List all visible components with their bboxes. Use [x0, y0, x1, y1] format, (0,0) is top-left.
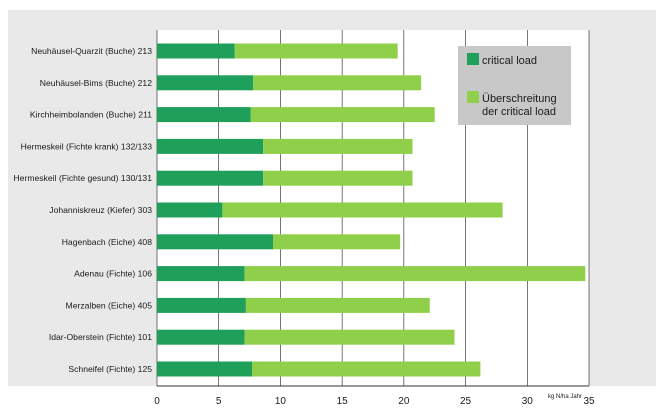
bar-ueberschreitung	[234, 43, 398, 59]
tick-labels: 0 5 10 15 20 25 30 35	[154, 396, 595, 407]
bar-critical-load	[157, 138, 264, 154]
x-tick-label: 20	[398, 396, 410, 407]
category-label: Hermeskeil (Fichte gesund) 130/131	[13, 173, 152, 183]
x-tick-label: 30	[522, 396, 534, 407]
bar-critical-load	[157, 266, 245, 282]
category-label: Adenau (Fichte) 106	[74, 269, 152, 279]
legend-label-ueberschreitung: Überschreitung der critical load	[482, 93, 560, 118]
x-axis-unit-label: kg N/ha Jahr	[548, 394, 582, 400]
x-tick-label: 35	[583, 396, 595, 407]
bar-critical-load	[157, 170, 264, 186]
bar-critical-load	[157, 361, 253, 377]
bar-critical-load	[157, 297, 246, 313]
bar-ueberschreitung	[273, 234, 401, 250]
bar-critical-load	[157, 75, 254, 91]
bar-ueberschreitung	[244, 266, 586, 282]
bar-ueberschreitung	[252, 361, 481, 377]
bar-critical-load	[157, 107, 251, 123]
bar-critical-load	[157, 234, 274, 250]
legend: critical load Überschreitung der critica…	[458, 46, 571, 125]
bar-ueberschreitung	[222, 202, 503, 218]
category-label: Johanniskreuz (Kiefer) 303	[49, 205, 152, 215]
bar-critical-load	[157, 329, 245, 345]
legend-swatch-critical-load	[467, 53, 479, 65]
x-tick-label: 15	[337, 396, 349, 407]
bars	[157, 43, 586, 377]
category-label: Kirchheimbolanden (Buche) 211	[30, 110, 152, 120]
category-label: Schneifel (Fichte) 125	[68, 364, 152, 374]
category-labels: Neuhäusel-Quarzit (Buche) 213 Neuhäusel-B…	[13, 46, 152, 374]
x-tick-label: 5	[216, 396, 222, 407]
bar-ueberschreitung	[263, 138, 413, 154]
bar-ueberschreitung	[245, 297, 430, 313]
category-label: Idar-Oberstein (Fichte) 101	[49, 332, 152, 342]
category-label: Hagenbach (Eiche) 408	[62, 237, 153, 247]
legend-swatch-ueberschreitung	[467, 91, 479, 103]
category-label: Neuhäusel-Bims (Buche) 212	[40, 78, 152, 88]
category-label: Hermeskeil (Fichte krank) 132/133	[21, 141, 153, 151]
x-tick-label: 0	[154, 396, 160, 407]
category-label: Neuhäusel-Quarzit (Buche) 213	[31, 46, 152, 56]
bar-ueberschreitung	[253, 75, 422, 91]
bar-ueberschreitung	[244, 329, 455, 345]
bar-ueberschreitung	[263, 170, 413, 186]
bar-ueberschreitung	[250, 107, 435, 123]
category-label: Merzalben (Eiche) 405	[66, 300, 153, 310]
bar-critical-load	[157, 43, 235, 59]
x-tick-label: 25	[460, 396, 472, 407]
bar-critical-load	[157, 202, 223, 218]
legend-label-critical-load: critical load	[482, 55, 537, 67]
x-tick-label: 10	[275, 396, 287, 407]
